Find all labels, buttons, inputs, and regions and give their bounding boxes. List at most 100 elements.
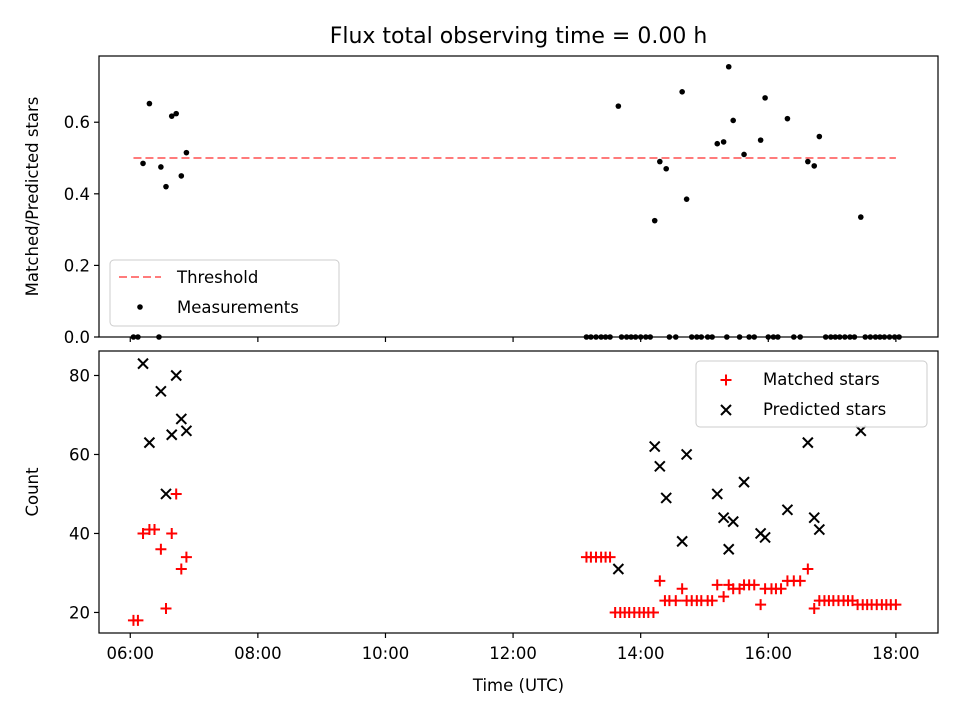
data-point <box>163 183 169 190</box>
data-point <box>660 492 672 504</box>
data-point <box>857 214 864 220</box>
plot-frame <box>98 55 939 338</box>
data-point <box>170 488 182 500</box>
legend-threshold-label: Threshold <box>176 268 258 287</box>
data-point <box>149 524 161 536</box>
data-point <box>140 160 146 167</box>
data-point <box>160 488 172 500</box>
data-point <box>816 133 823 140</box>
data-point <box>654 575 666 587</box>
legend-matched-label: Matched stars <box>763 370 880 389</box>
legend-predicted-swatch <box>720 404 732 416</box>
data-point <box>615 103 622 109</box>
data-point <box>679 88 685 95</box>
x-tick-label: 14:00 <box>617 644 665 663</box>
y-axis-label: Count <box>23 467 42 517</box>
data-point <box>738 476 750 488</box>
data-point <box>676 535 688 548</box>
data-point <box>173 110 180 117</box>
data-point <box>168 113 175 119</box>
data-point <box>720 139 727 145</box>
x-tick-label: 10:00 <box>362 644 410 663</box>
data-point <box>657 158 663 165</box>
chart-title: Flux total observing time = 0.00 h <box>330 24 708 49</box>
panel-2 <box>94 350 939 638</box>
y-tick-label: 0.6 <box>64 113 90 132</box>
data-point <box>680 448 693 461</box>
data-point <box>676 583 688 595</box>
data-point <box>180 551 192 563</box>
data-point <box>166 527 178 539</box>
data-point <box>890 599 902 611</box>
legend <box>109 259 340 327</box>
y-tick-label: 0.0 <box>64 328 90 347</box>
data-point <box>759 531 771 544</box>
data-point <box>711 488 723 500</box>
data-point <box>175 563 187 575</box>
data-point <box>170 369 182 382</box>
legend-matched-swatch <box>720 374 732 386</box>
data-point <box>155 385 167 397</box>
legend <box>695 360 928 428</box>
y-tick-label: 40 <box>69 524 90 543</box>
data-point <box>137 357 149 370</box>
data-point <box>741 151 747 158</box>
legend-box <box>109 259 340 327</box>
legend-predicted-label: Predicted stars <box>763 400 886 419</box>
series-predicted-stars <box>137 357 867 575</box>
data-point <box>612 563 625 575</box>
data-point <box>755 599 767 611</box>
x-axis-label: Time (UTC) <box>472 676 564 695</box>
data-point <box>158 164 164 170</box>
y-tick-label: 80 <box>69 366 90 385</box>
x-tick-label: 18:00 <box>872 644 920 663</box>
data-point <box>178 173 185 179</box>
data-point <box>651 217 658 224</box>
data-point <box>654 460 666 473</box>
data-point <box>649 440 661 453</box>
data-point <box>725 63 732 70</box>
data-point <box>683 196 690 202</box>
data-point <box>718 591 730 603</box>
panel-1 <box>94 55 939 342</box>
data-point <box>160 603 172 615</box>
series-matched-stars <box>127 488 902 626</box>
data-point <box>166 429 178 441</box>
data-point <box>781 504 794 516</box>
data-point <box>143 436 156 449</box>
data-point <box>604 551 616 563</box>
data-point <box>663 165 670 172</box>
data-point <box>748 579 760 591</box>
data-point <box>717 511 730 524</box>
data-point <box>670 595 682 607</box>
data-point <box>132 614 144 626</box>
data-point <box>757 137 764 143</box>
data-point <box>714 140 721 147</box>
data-point <box>730 117 736 124</box>
data-point <box>808 511 820 524</box>
y-axis-label: Matched/Predicted stars <box>23 97 42 297</box>
y-tick-label: 0.4 <box>64 185 90 204</box>
x-tick-label: 16:00 <box>745 644 793 663</box>
data-point <box>183 149 190 156</box>
data-point <box>775 583 787 595</box>
data-point <box>808 603 820 615</box>
data-point <box>706 595 718 607</box>
data-point <box>762 95 768 101</box>
data-point <box>647 606 659 618</box>
data-point <box>137 527 149 539</box>
legend-measurements-swatch <box>137 304 143 310</box>
x-tick-label: 06:00 <box>106 644 154 663</box>
data-point <box>155 543 167 555</box>
data-point <box>811 163 818 169</box>
data-point <box>813 523 826 536</box>
y-tick-label: 60 <box>69 445 90 464</box>
plot-frame <box>98 350 939 634</box>
data-point <box>727 515 739 528</box>
data-point <box>180 425 193 437</box>
data-point <box>711 579 723 591</box>
y-tick-label: 20 <box>69 603 90 622</box>
x-tick-label: 12:00 <box>489 644 537 663</box>
